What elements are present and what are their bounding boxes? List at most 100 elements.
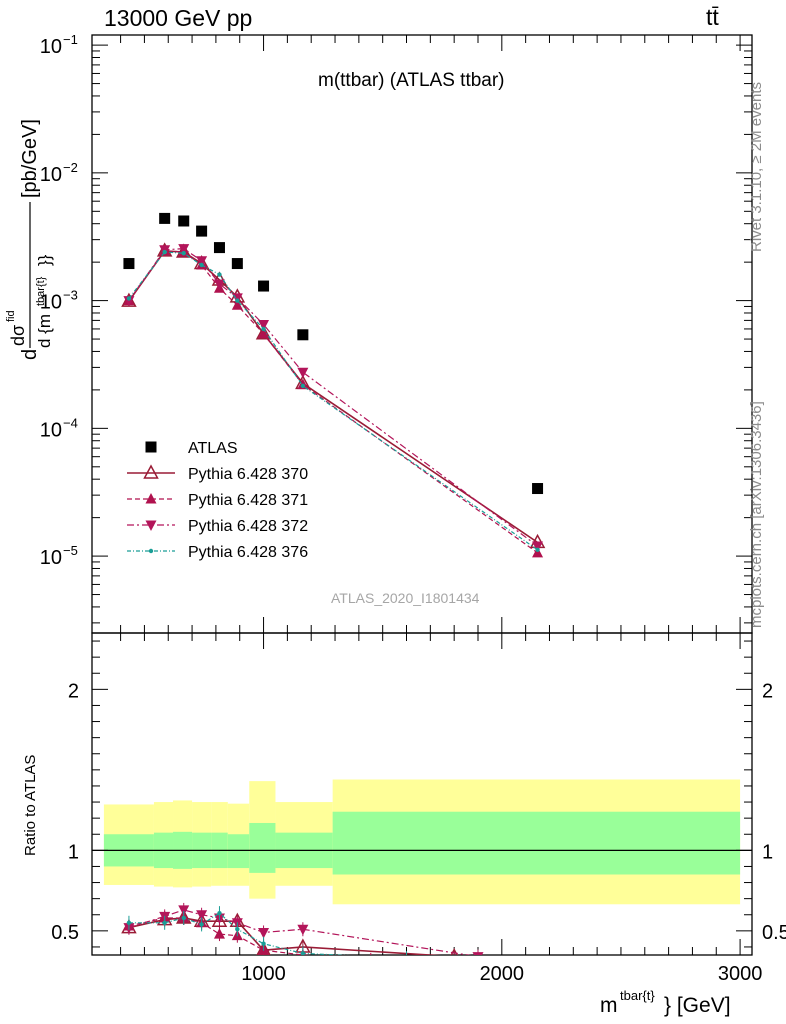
data-point bbox=[196, 256, 208, 267]
series-pythia-6-428-372 bbox=[123, 244, 544, 552]
energy-label: 13000 GeV pp bbox=[104, 5, 253, 31]
ratio-data-point bbox=[472, 952, 484, 955]
ratio-y-tick-label-0: 0.5 bbox=[51, 922, 79, 944]
y-tick-label-1-base: 10 bbox=[40, 419, 62, 441]
y-tick-label-2: 10 −3 bbox=[40, 288, 78, 314]
ratio-panel-series bbox=[121, 902, 484, 960]
ratio-y-axis-label: Ratio to ATLAS bbox=[22, 754, 39, 856]
legend-marker bbox=[148, 548, 154, 554]
main-y-axis-label-graphic: d dσ fid d {m tbar{t} }} [pb/GeV] bbox=[5, 119, 54, 360]
data-point bbox=[123, 296, 135, 307]
data-point bbox=[258, 280, 270, 292]
legend-marker bbox=[145, 441, 157, 453]
data-point bbox=[178, 215, 190, 227]
series-atlas bbox=[123, 212, 544, 495]
legend-entry-4: Pythia 6.428 376 bbox=[127, 544, 308, 561]
ratio-data-point bbox=[211, 912, 228, 927]
data-point bbox=[178, 244, 190, 255]
ratio-data-point bbox=[199, 922, 204, 927]
y-tick-label-0: 10 −5 bbox=[40, 543, 78, 569]
x-axis-label: m tbar{t} } [GeV] bbox=[600, 984, 760, 1018]
data-point bbox=[213, 279, 225, 290]
ratio-data-point bbox=[196, 910, 208, 921]
legend-entry-0: ATLAS bbox=[145, 440, 238, 457]
y-tick-label-4-exp: −1 bbox=[63, 32, 78, 47]
ratio-data-point bbox=[261, 941, 266, 946]
data-point bbox=[162, 249, 167, 255]
svg-text:[pb/GeV]: [pb/GeV] bbox=[19, 119, 41, 198]
y-tick-label-3: 10 −2 bbox=[40, 160, 78, 186]
data-point bbox=[196, 225, 208, 237]
ratio-uncertainty-bands bbox=[92, 779, 752, 905]
legend-marker bbox=[145, 520, 157, 531]
svg-text:tbar{t}: tbar{t} bbox=[620, 988, 655, 1003]
y-tick-label-2-exp: −3 bbox=[63, 288, 78, 303]
mcplots-label: mcplots.cern.ch [arXiv:1306.3436] bbox=[748, 401, 765, 628]
y-tick-label-0-base: 10 bbox=[40, 547, 62, 569]
main-panel-series bbox=[121, 212, 546, 558]
ratio-series-line bbox=[128, 912, 351, 955]
y-tick-label-1: 10 −4 bbox=[40, 415, 78, 441]
x-tick-label-1000: 1000 bbox=[241, 963, 286, 985]
legend-label: Pythia 6.428 372 bbox=[188, 518, 308, 535]
y-tick-label-4-base: 10 bbox=[40, 36, 62, 58]
ratio-data-point bbox=[126, 920, 132, 925]
ratio-y-tick-label-right-0: 0.5 bbox=[762, 922, 786, 944]
y-tick-label-1-exp: −4 bbox=[63, 415, 78, 430]
data-point bbox=[297, 329, 309, 341]
svg-text:}}: }} bbox=[35, 254, 54, 266]
band-inner-6 bbox=[249, 822, 276, 873]
data-point bbox=[258, 327, 270, 339]
svg-text:dσ: dσ bbox=[8, 325, 28, 346]
legend-label: Pythia 6.428 370 bbox=[188, 466, 308, 483]
data-point bbox=[532, 483, 544, 495]
band-inner-8 bbox=[332, 811, 741, 875]
ratio-y-tick-label-2: 2 bbox=[68, 680, 79, 702]
legend-entry-1: Pythia 6.428 370 bbox=[127, 464, 308, 483]
ratio-data-point bbox=[181, 915, 186, 921]
plot-title: m(ttbar) (ATLAS ttbar) bbox=[318, 70, 505, 91]
data-point bbox=[255, 325, 272, 340]
ratio-data-point bbox=[178, 905, 190, 916]
legend-entry-2: Pythia 6.428 371 bbox=[127, 492, 308, 509]
svg-text:tbar{t}: tbar{t} bbox=[35, 276, 47, 306]
ratio-data-point bbox=[258, 927, 270, 939]
data-point bbox=[532, 541, 544, 552]
legend: ATLAS Pythia 6.428 370 Pythia 6.428 371 Pyt… bbox=[127, 440, 308, 561]
band-inner-5 bbox=[227, 834, 250, 869]
ratio-data-point bbox=[213, 928, 225, 939]
data-point bbox=[123, 258, 135, 270]
ratio-data-point bbox=[256, 941, 271, 955]
data-point bbox=[258, 320, 270, 331]
ratio-series-line bbox=[128, 917, 442, 955]
series-pythia-6-428-371 bbox=[123, 244, 544, 558]
series-pythia-6-428-376 bbox=[126, 249, 540, 553]
ratio-data-point bbox=[404, 956, 408, 960]
ratio-y-tick-label-right-1: 1 bbox=[762, 841, 773, 863]
ratio-y-tick-label-1: 1 bbox=[68, 841, 79, 863]
ratio-series-pythia-6-428-371 bbox=[123, 910, 372, 955]
data-point bbox=[300, 383, 306, 389]
ratio-data-point bbox=[370, 953, 372, 955]
ratio-data-point bbox=[162, 920, 167, 925]
svg-text:m: m bbox=[600, 994, 618, 1017]
legend-marker bbox=[143, 464, 159, 479]
data-point bbox=[159, 212, 171, 224]
data-point bbox=[235, 298, 240, 303]
data-point bbox=[213, 242, 225, 254]
data-point bbox=[126, 296, 132, 301]
legend-label: ATLAS bbox=[188, 440, 238, 457]
data-point bbox=[261, 326, 266, 332]
ratio-data-point bbox=[297, 924, 309, 936]
analysis-id-label: ATLAS_2020_I1801434 bbox=[331, 590, 480, 606]
ratio-data-point bbox=[300, 951, 306, 955]
process-label: tt̄ bbox=[706, 4, 719, 30]
data-point bbox=[535, 547, 540, 553]
x-axis-label-graphic: m tbar{t} } [GeV] bbox=[600, 988, 731, 1017]
ratio-series-line bbox=[128, 917, 312, 955]
data-point bbox=[231, 299, 243, 310]
data-point bbox=[217, 272, 222, 277]
svg-text:} [GeV]: } [GeV] bbox=[664, 994, 731, 1017]
ratio-series-clipped bbox=[121, 902, 484, 960]
